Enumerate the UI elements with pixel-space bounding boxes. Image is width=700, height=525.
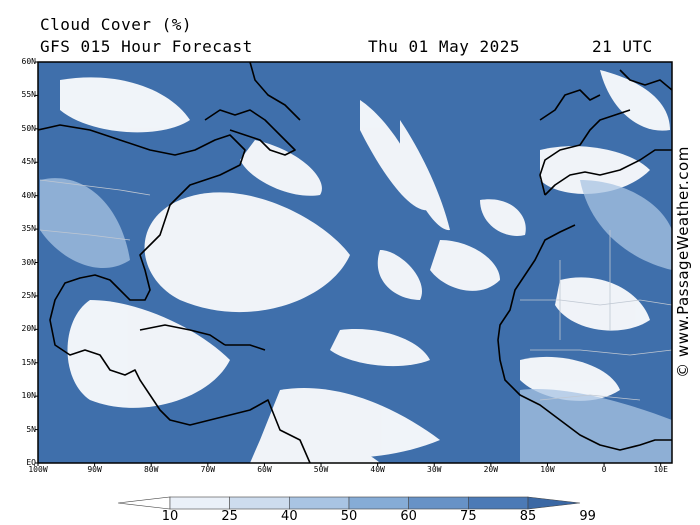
lon-label: 20W xyxy=(483,465,499,474)
lon-label: 90W xyxy=(87,465,102,474)
colorbar-label: 50 xyxy=(340,509,358,524)
lat-label: EQ xyxy=(26,458,36,467)
borders xyxy=(39,179,672,401)
lat-label: 5N xyxy=(26,424,36,434)
lon-label: 30W xyxy=(427,465,442,474)
lat-label: 45N xyxy=(21,157,36,167)
colorbar-label: 85 xyxy=(519,509,537,524)
colorbar-segment xyxy=(169,496,230,510)
lon-label: 10W xyxy=(540,465,555,474)
colorbar-label: 60 xyxy=(400,509,417,524)
colorbar-label: 10 xyxy=(161,509,179,524)
map-title: Cloud Cover (%) xyxy=(40,15,192,34)
lat-label: 40N xyxy=(21,190,36,200)
lat-label: 60N xyxy=(21,57,36,66)
colorbar-label: 99 xyxy=(579,509,596,524)
lon-label: 10E xyxy=(653,465,668,474)
colorbar-label: 25 xyxy=(221,509,238,524)
colorbar-label: 75 xyxy=(460,509,477,524)
colorbar-right-arrow xyxy=(527,496,581,510)
forecast-time: 21 UTC xyxy=(592,37,653,56)
colorbar xyxy=(117,496,581,510)
colorbar-segment xyxy=(468,496,529,510)
lat-label: 55N xyxy=(21,90,36,100)
lon-label: 70W xyxy=(200,465,216,474)
coastlines xyxy=(38,62,672,463)
lon-label: 60W xyxy=(257,465,272,474)
colorbar-segment xyxy=(348,496,409,510)
forecast-subtitle: GFS 015 Hour Forecast xyxy=(40,37,253,56)
colorbar-left-arrow xyxy=(117,496,171,510)
lon-label: 50W xyxy=(313,465,329,474)
lat-label: 25N xyxy=(21,290,36,300)
lat-label: 35N xyxy=(21,224,36,234)
colorbar-segment xyxy=(289,496,350,510)
lon-label: 100W xyxy=(28,465,48,474)
lat-label: 30N xyxy=(21,257,36,267)
lon-label: 80W xyxy=(143,465,159,474)
lat-label: 15N xyxy=(21,357,36,367)
cloud-patches xyxy=(60,70,670,463)
lon-label: 0 xyxy=(601,465,607,474)
colorbar-segment xyxy=(408,496,469,510)
lon-label: 40W xyxy=(370,465,385,474)
forecast-date: Thu 01 May 2025 xyxy=(368,37,520,56)
credit-watermark: © www.PassageWeather.com xyxy=(674,146,692,378)
colorbar-label: 40 xyxy=(281,509,298,524)
thin-cloud xyxy=(40,178,672,463)
lon-ticks xyxy=(37,463,662,466)
colorbar-segment xyxy=(229,496,290,510)
lat-label: 50N xyxy=(21,123,36,133)
lat-label: 10N xyxy=(21,391,36,401)
lat-ticks xyxy=(35,61,38,464)
lat-label: 20N xyxy=(21,324,36,334)
